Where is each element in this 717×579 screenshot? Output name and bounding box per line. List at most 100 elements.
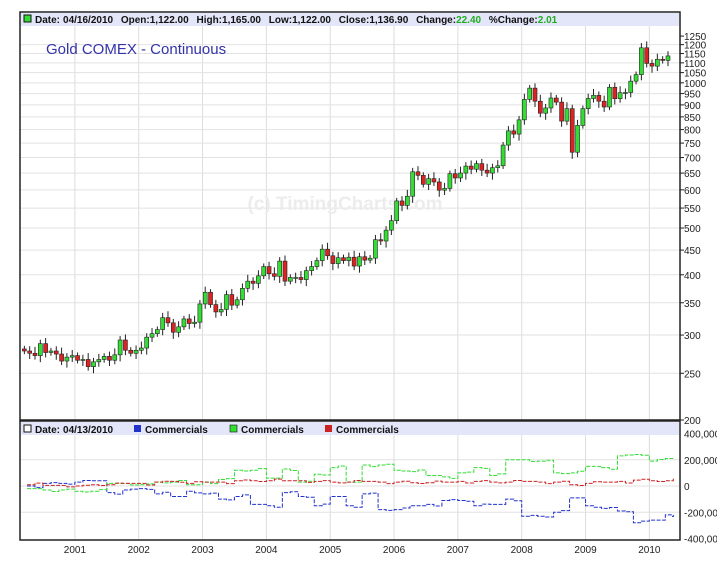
- candle: [420, 172, 426, 188]
- candle-body: [596, 95, 602, 102]
- candle-body: [495, 165, 501, 168]
- candle: [160, 312, 165, 336]
- candle-body: [527, 87, 532, 100]
- candle: [474, 160, 479, 173]
- candle: [633, 71, 639, 85]
- chart-title: Gold COMEX - Continuous: [46, 41, 226, 58]
- candle-body: [628, 80, 634, 93]
- x-tick-label: 2004: [255, 545, 278, 556]
- legend-item-red: Commercials: [325, 425, 399, 436]
- y-tick-label: 500: [684, 224, 701, 235]
- candle: [165, 311, 171, 327]
- candles: [22, 41, 671, 374]
- y-tick-label: 250: [684, 369, 701, 380]
- candle: [282, 255, 288, 287]
- candle-body: [59, 353, 64, 362]
- legend-item-green: Commercials: [229, 424, 304, 436]
- candle: [64, 353, 70, 368]
- candle-body: [234, 299, 240, 306]
- axes: 2001 2002 2003 2004 2005 2006 2007 2008 2009 2010…: [64, 32, 717, 556]
- candle-body: [373, 239, 378, 259]
- y-tick-label: 1000: [684, 79, 707, 90]
- y-tick-label: 750: [684, 139, 701, 150]
- legend-label: Commercials: [145, 425, 208, 436]
- candle-body: [165, 317, 171, 324]
- candle-body: [288, 277, 293, 282]
- candle-body: [250, 280, 256, 284]
- candle-body: [91, 361, 96, 367]
- y-tick-label: 200: [684, 416, 701, 427]
- candle-body: [309, 266, 314, 271]
- candle-body: [655, 58, 660, 67]
- candle-body: [346, 256, 352, 261]
- candle-body: [117, 339, 123, 356]
- y-tick-label: 350: [684, 299, 701, 310]
- candle-body: [240, 288, 245, 301]
- candle: [80, 354, 86, 366]
- cot-y-tick-label: -200,000: [684, 508, 717, 519]
- candle: [346, 252, 352, 267]
- candle: [511, 124, 517, 139]
- y-tick-label: 1050: [684, 69, 707, 80]
- candle-body: [202, 291, 208, 305]
- candle-body: [644, 47, 650, 64]
- cot-y-tick-label: 200,000: [684, 456, 717, 467]
- candle: [197, 300, 203, 329]
- y-tick-label: 850: [684, 113, 701, 124]
- candle: [53, 346, 59, 360]
- candle: [325, 242, 330, 260]
- candle: [319, 244, 325, 267]
- candle-body: [245, 280, 251, 289]
- candle-body: [69, 355, 75, 358]
- candle: [436, 178, 442, 197]
- candle-body: [378, 239, 384, 242]
- candle: [484, 163, 490, 178]
- y-tick-label: 700: [684, 154, 701, 165]
- candle-body: [197, 303, 203, 323]
- candle: [192, 315, 197, 328]
- candle: [559, 97, 564, 127]
- candle: [458, 166, 463, 182]
- candle-body: [149, 333, 155, 338]
- candle-body: [101, 356, 107, 360]
- candle-body: [128, 349, 134, 354]
- price-info-bar: [21, 13, 679, 26]
- candle-body: [351, 256, 357, 267]
- candle-body: [229, 294, 235, 306]
- candle-body: [192, 321, 197, 324]
- candle: [628, 75, 634, 98]
- candle: [245, 274, 251, 293]
- y-tick-label: 300: [684, 331, 701, 342]
- candle: [250, 277, 256, 290]
- candle: [495, 160, 501, 173]
- y-tick-label: 1200: [684, 41, 707, 52]
- candle-body: [548, 97, 554, 109]
- candle: [335, 252, 341, 269]
- candle-body: [298, 277, 304, 280]
- candle: [155, 326, 160, 337]
- candle-body: [341, 257, 346, 261]
- candle-body: [256, 275, 261, 284]
- cot-legend-swatch: [23, 424, 32, 433]
- candle: [22, 345, 27, 355]
- price-info-text: Date: 04/16/2010 Open:1,122.00 High:1,165…: [35, 15, 558, 26]
- candle: [580, 105, 586, 129]
- candle: [442, 182, 447, 196]
- y-tick-label: 1250: [684, 32, 707, 43]
- candle: [362, 251, 368, 265]
- candle-body: [484, 169, 490, 174]
- candle-body: [553, 97, 559, 103]
- candle-body: [266, 266, 272, 275]
- candle-body: [516, 119, 522, 135]
- candle: [314, 257, 320, 270]
- candle: [75, 352, 80, 364]
- candle: [479, 158, 485, 176]
- candle: [431, 172, 437, 186]
- cot-info-date: Date: 04/13/2010: [35, 425, 114, 436]
- candle: [591, 88, 596, 103]
- price-legend-swatch: [23, 14, 32, 23]
- candle-body: [282, 260, 288, 282]
- candle-body: [538, 100, 543, 114]
- candle: [176, 321, 181, 338]
- candle-body: [383, 229, 389, 242]
